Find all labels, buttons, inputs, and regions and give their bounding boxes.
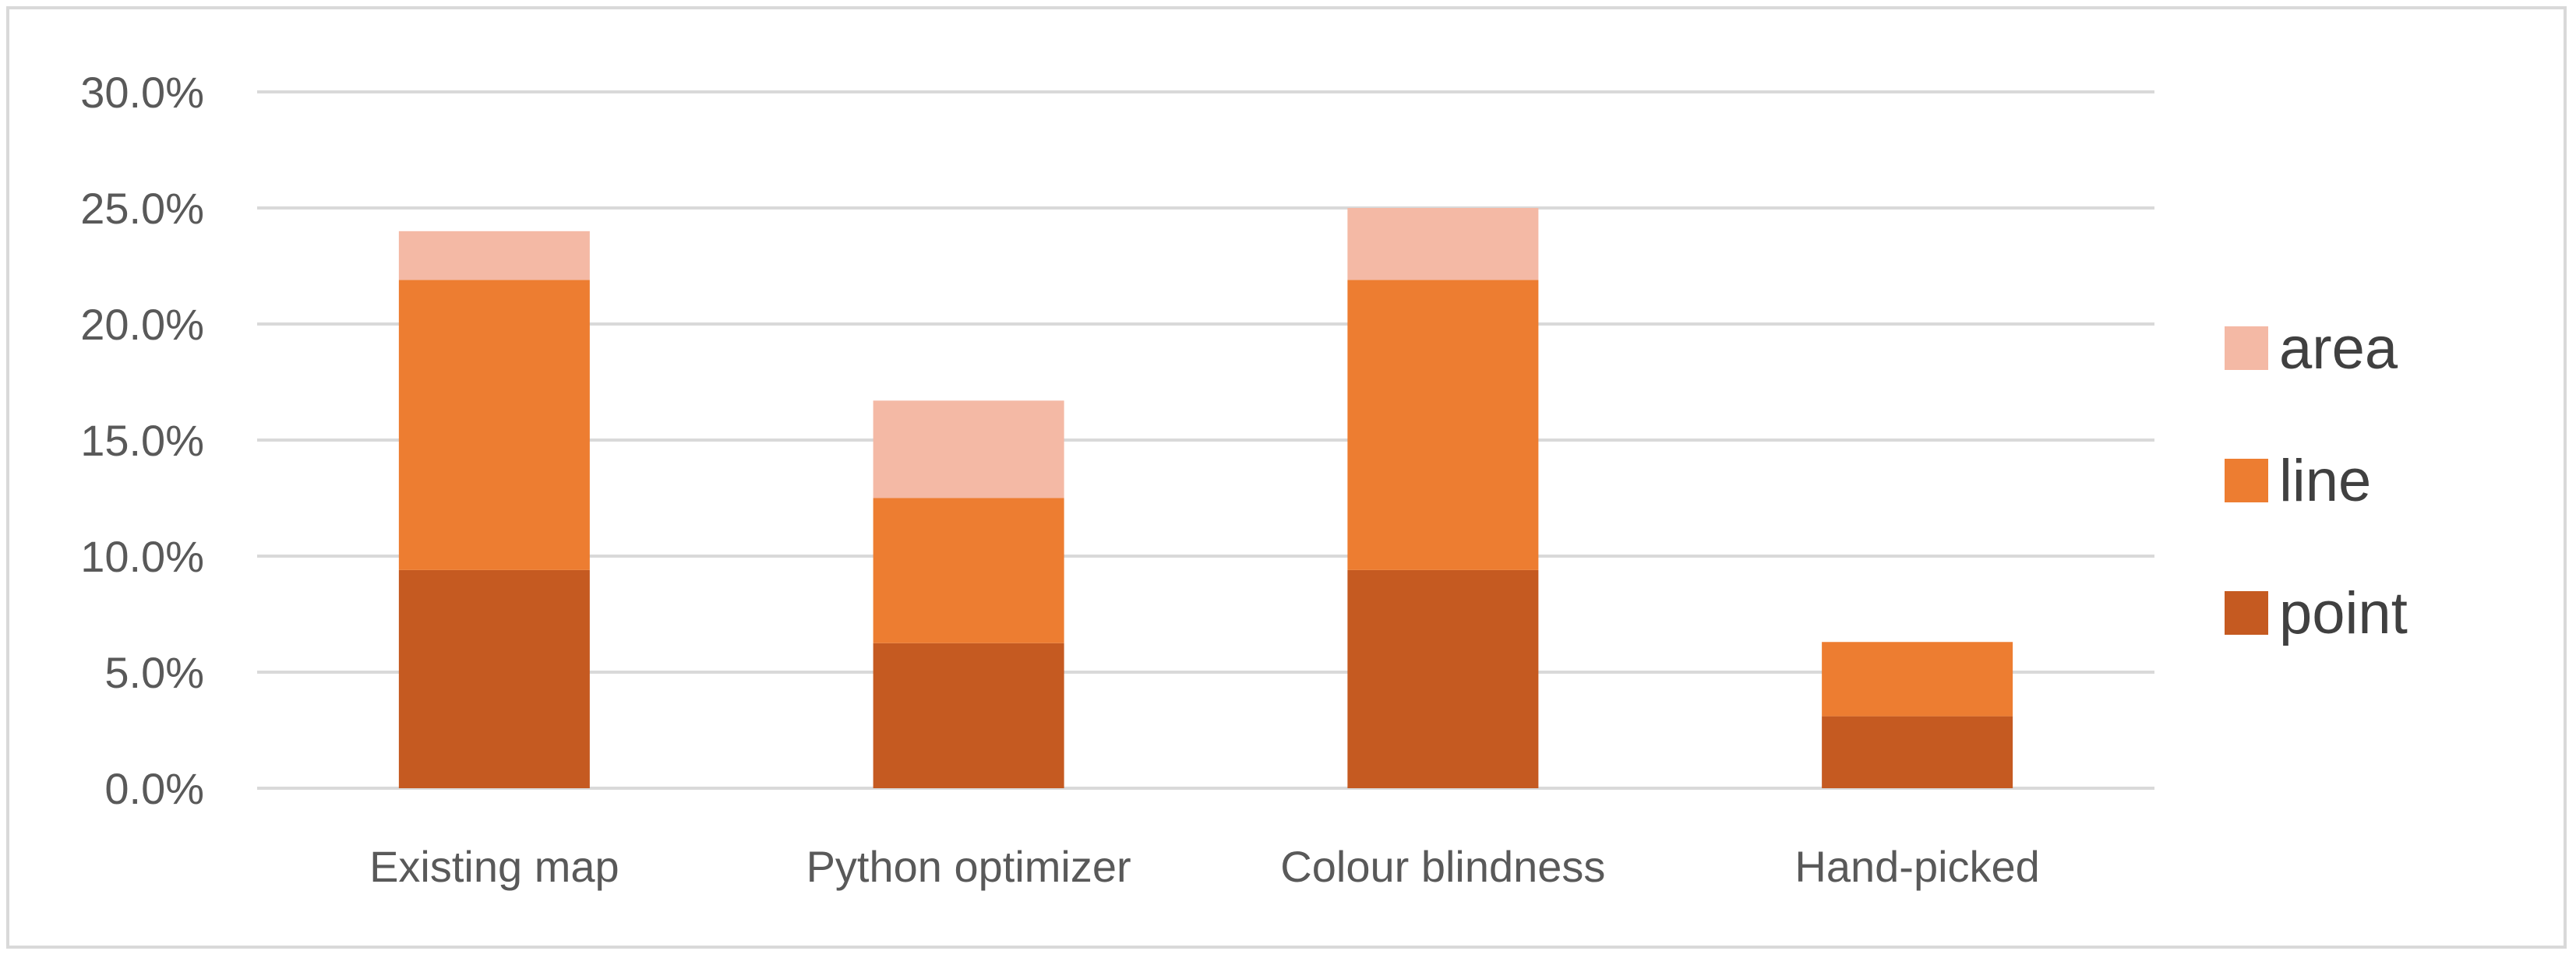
y-tick-label: 25.0% bbox=[80, 184, 204, 233]
y-axis-tick-labels: 0.0% 5.0% 10.0% 15.0% 20.0% 25.0% 30.0% bbox=[80, 68, 204, 813]
bar-segment-line-3 bbox=[1822, 642, 2013, 717]
bar-segment-point-0 bbox=[398, 569, 590, 788]
y-tick-label: 0.0% bbox=[104, 764, 204, 813]
x-axis-category-labels: Existing map Python optimizer Colour blind… bbox=[369, 842, 2040, 891]
legend: area line point bbox=[2225, 315, 2408, 646]
legend-label-line: line bbox=[2279, 448, 2371, 514]
y-tick-label: 15.0% bbox=[80, 416, 204, 465]
bar-segment-line-0 bbox=[398, 280, 590, 570]
y-tick-label: 5.0% bbox=[104, 648, 204, 697]
legend-swatch-line bbox=[2225, 459, 2268, 502]
x-category-label: Python optimizer bbox=[806, 842, 1131, 891]
bar-segment-area-2 bbox=[1347, 208, 1539, 280]
bar-segment-point-3 bbox=[1822, 716, 2013, 788]
bar-segment-line-2 bbox=[1347, 280, 1539, 570]
legend-label-point: point bbox=[2279, 580, 2408, 646]
bar-segment-point-1 bbox=[873, 643, 1064, 788]
bar-segment-line-1 bbox=[873, 498, 1064, 643]
bar-segment-area-1 bbox=[873, 400, 1064, 498]
y-tick-label: 30.0% bbox=[80, 68, 204, 117]
y-tick-label: 10.0% bbox=[80, 532, 204, 581]
legend-swatch-point bbox=[2225, 591, 2268, 635]
x-category-label: Colour blindness bbox=[1280, 842, 1605, 891]
bars bbox=[398, 208, 2013, 788]
legend-swatch-area bbox=[2225, 326, 2268, 370]
y-tick-label: 20.0% bbox=[80, 300, 204, 349]
x-category-label: Hand-picked bbox=[1794, 842, 2039, 891]
legend-label-area: area bbox=[2279, 315, 2398, 382]
bar-segment-point-2 bbox=[1347, 569, 1539, 788]
x-category-label: Existing map bbox=[369, 842, 619, 891]
bar-segment-area-0 bbox=[398, 231, 590, 280]
